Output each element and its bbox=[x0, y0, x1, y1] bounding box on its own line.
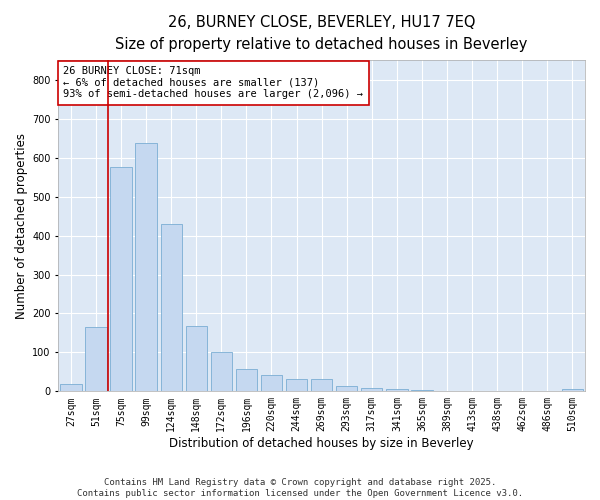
Bar bbox=[185, 326, 207, 392]
Bar bbox=[110, 168, 131, 392]
Bar bbox=[60, 384, 82, 392]
Title: 26, BURNEY CLOSE, BEVERLEY, HU17 7EQ
Size of property relative to detached house: 26, BURNEY CLOSE, BEVERLEY, HU17 7EQ Siz… bbox=[115, 15, 528, 52]
Bar bbox=[161, 224, 182, 392]
Bar bbox=[336, 386, 358, 392]
Bar bbox=[562, 389, 583, 392]
Bar bbox=[136, 143, 157, 392]
Bar bbox=[85, 327, 107, 392]
Y-axis label: Number of detached properties: Number of detached properties bbox=[15, 133, 28, 319]
Bar bbox=[311, 379, 332, 392]
Bar bbox=[236, 369, 257, 392]
Bar bbox=[412, 390, 433, 392]
Text: 26 BURNEY CLOSE: 71sqm
← 6% of detached houses are smaller (137)
93% of semi-det: 26 BURNEY CLOSE: 71sqm ← 6% of detached … bbox=[64, 66, 364, 100]
Bar bbox=[286, 379, 307, 392]
Bar bbox=[211, 352, 232, 392]
Text: Contains HM Land Registry data © Crown copyright and database right 2025.
Contai: Contains HM Land Registry data © Crown c… bbox=[77, 478, 523, 498]
X-axis label: Distribution of detached houses by size in Beverley: Distribution of detached houses by size … bbox=[169, 437, 474, 450]
Bar bbox=[361, 388, 382, 392]
Bar bbox=[261, 374, 282, 392]
Bar bbox=[386, 390, 407, 392]
